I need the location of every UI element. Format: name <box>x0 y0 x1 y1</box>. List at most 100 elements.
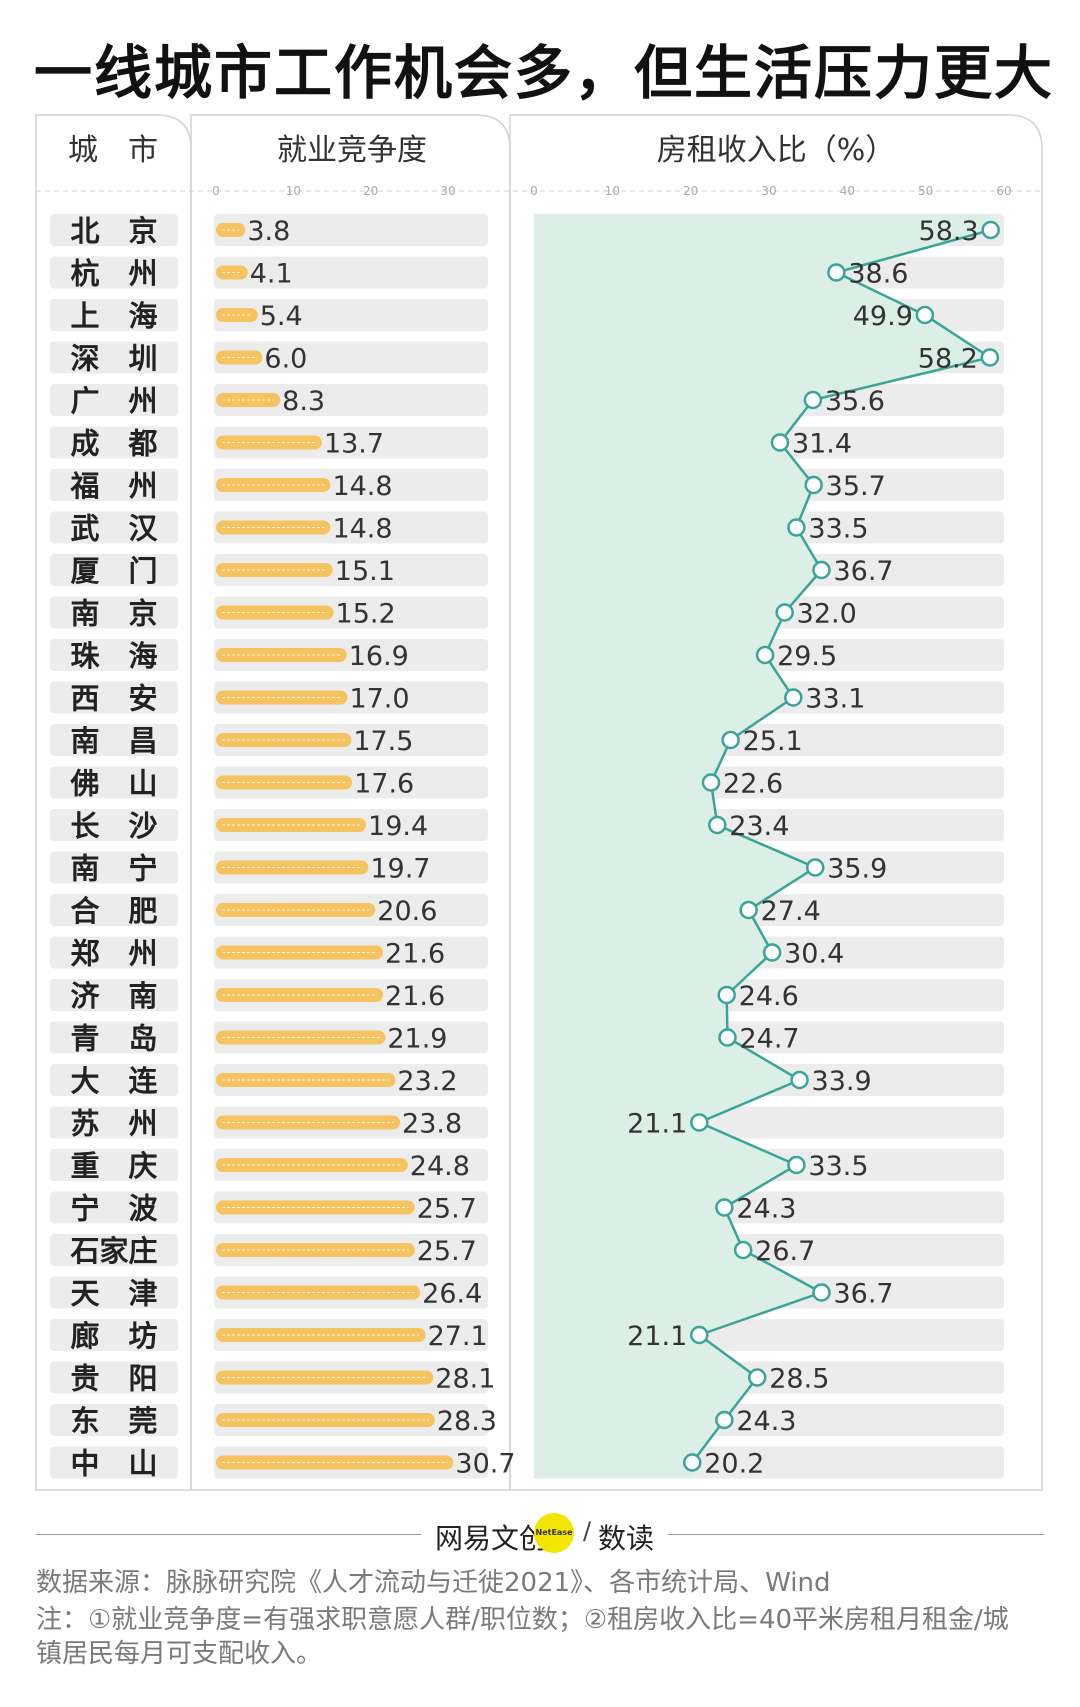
city-label: 武 汉 <box>70 512 158 546</box>
competition-bar <box>216 903 376 917</box>
header-rent: 房租收入比（%） <box>657 133 896 168</box>
competition-value-label: 26.4 <box>422 1279 482 1310</box>
city-row-bg <box>50 851 178 884</box>
rent-value-label: 25.1 <box>743 726 803 757</box>
city-row-bg <box>50 214 178 246</box>
competition-bar <box>216 1328 426 1342</box>
city-label: 廊 坊 <box>70 1319 157 1353</box>
competition-value-label: 27.1 <box>428 1321 488 1352</box>
competition-row-bg <box>214 596 488 629</box>
competition-bar <box>216 818 367 832</box>
rent-value-label: 36.7 <box>833 1279 893 1310</box>
city-row-bg <box>50 256 178 289</box>
rent-point <box>980 348 1000 367</box>
competition-value-label: 4.1 <box>250 259 293 290</box>
rent-value-label: 21.1 <box>627 1109 687 1140</box>
city-row-bg <box>50 639 178 671</box>
competition-row-bg <box>214 681 488 714</box>
rent-point <box>733 1240 753 1260</box>
city-label: 天 津 <box>70 1277 157 1311</box>
rent-point <box>812 560 831 580</box>
rent-value-label: 33.5 <box>808 514 868 545</box>
rent-value-label: 35.7 <box>826 471 886 502</box>
competition-value-label: 24.8 <box>410 1151 470 1182</box>
competition-row-bg <box>214 426 488 459</box>
competition-tick-label: 20 <box>363 184 378 198</box>
rent-tick-label: 50 <box>918 184 933 198</box>
chart-title: 一线城市工作机会多，但生活压力更大 <box>34 39 1055 107</box>
rent-point <box>715 1410 734 1430</box>
city-row-bg <box>50 1191 178 1224</box>
competition-value-label: 23.2 <box>397 1066 457 1097</box>
city-row-bg <box>50 1319 178 1351</box>
city-row-bg <box>50 1361 178 1394</box>
city-label: 郑 州 <box>70 937 157 971</box>
rent-value-label: 32.0 <box>797 599 857 630</box>
competition-row-bg <box>214 299 488 331</box>
competition-value-label: 17.5 <box>353 726 413 757</box>
city-label: 大 连 <box>70 1064 158 1098</box>
competition-row-bg <box>214 256 488 289</box>
city-row-bg <box>50 299 178 331</box>
rent-value-label: 35.9 <box>827 854 887 885</box>
city-label: 深 圳 <box>70 342 157 376</box>
rent-point <box>739 900 758 920</box>
city-row-bg <box>50 554 178 586</box>
rent-point <box>708 815 727 835</box>
city-label: 佛 山 <box>69 767 157 801</box>
city-row-bg <box>50 1234 178 1266</box>
rent-tick-label: 40 <box>840 184 855 198</box>
competition-value-label: 17.0 <box>349 684 409 715</box>
competition-value-label: 14.8 <box>332 471 392 502</box>
rent-value-label: 49.9 <box>853 301 913 332</box>
competition-bar <box>216 223 246 237</box>
rent-point <box>805 858 825 877</box>
competition-bar <box>216 1413 435 1427</box>
rent-value-label: 24.3 <box>736 1406 796 1437</box>
city-row-bg <box>50 469 178 501</box>
city-label: 贵 阳 <box>70 1362 157 1396</box>
competition-row-bg <box>214 214 488 246</box>
city-row-bg <box>50 766 178 799</box>
competition-bar <box>216 690 348 705</box>
city-row-bg <box>50 511 178 544</box>
city-row-bg <box>50 979 178 1011</box>
city-label: 成 都 <box>70 427 157 461</box>
competition-value-label: 21.6 <box>385 981 445 1012</box>
rent-value-label: 26.7 <box>755 1236 815 1267</box>
city-row-bg <box>50 1106 178 1139</box>
competition-value-label: 6.0 <box>264 344 307 375</box>
rent-point <box>770 433 790 452</box>
city-label: 苏 州 <box>70 1107 157 1141</box>
city-label: 中 山 <box>70 1447 157 1481</box>
rent-value-label: 22.6 <box>723 769 783 800</box>
city-row-bg <box>50 1404 178 1436</box>
city-label: 长 沙 <box>70 809 157 843</box>
city-label: 福 州 <box>69 469 157 503</box>
competition-value-label: 20.6 <box>377 896 437 927</box>
rent-point <box>762 943 782 962</box>
city-row-bg <box>50 894 178 926</box>
city-row-bg <box>50 384 178 416</box>
rent-panel <box>509 114 1043 1491</box>
rent-tick-label: 20 <box>683 184 698 198</box>
competition-value-label: 25.7 <box>417 1236 477 1267</box>
rent-point <box>775 603 794 622</box>
city-row-bg <box>50 1446 178 1479</box>
rent-point <box>787 1155 806 1175</box>
city-row-bg <box>50 1064 178 1096</box>
city-label: 济 南 <box>70 979 157 1013</box>
rent-point <box>827 263 846 282</box>
rent-value-label: 20.2 <box>704 1449 764 1480</box>
rent-value-label: 28.5 <box>769 1364 829 1395</box>
competition-bar <box>216 1030 386 1045</box>
rent-value-label: 29.5 <box>777 641 837 672</box>
competition-tick-label: 10 <box>286 184 301 198</box>
city-row-bg <box>50 936 178 969</box>
rent-point <box>715 1198 734 1217</box>
rent-point <box>790 1070 809 1090</box>
city-row-bg <box>50 1021 178 1054</box>
rent-point <box>812 1283 831 1302</box>
city-label: 重 庆 <box>70 1149 157 1183</box>
data-source: 数据来源：脉脉研究院《人才流动与迁徙2021》、各市统计局、Wind <box>36 1568 831 1598</box>
